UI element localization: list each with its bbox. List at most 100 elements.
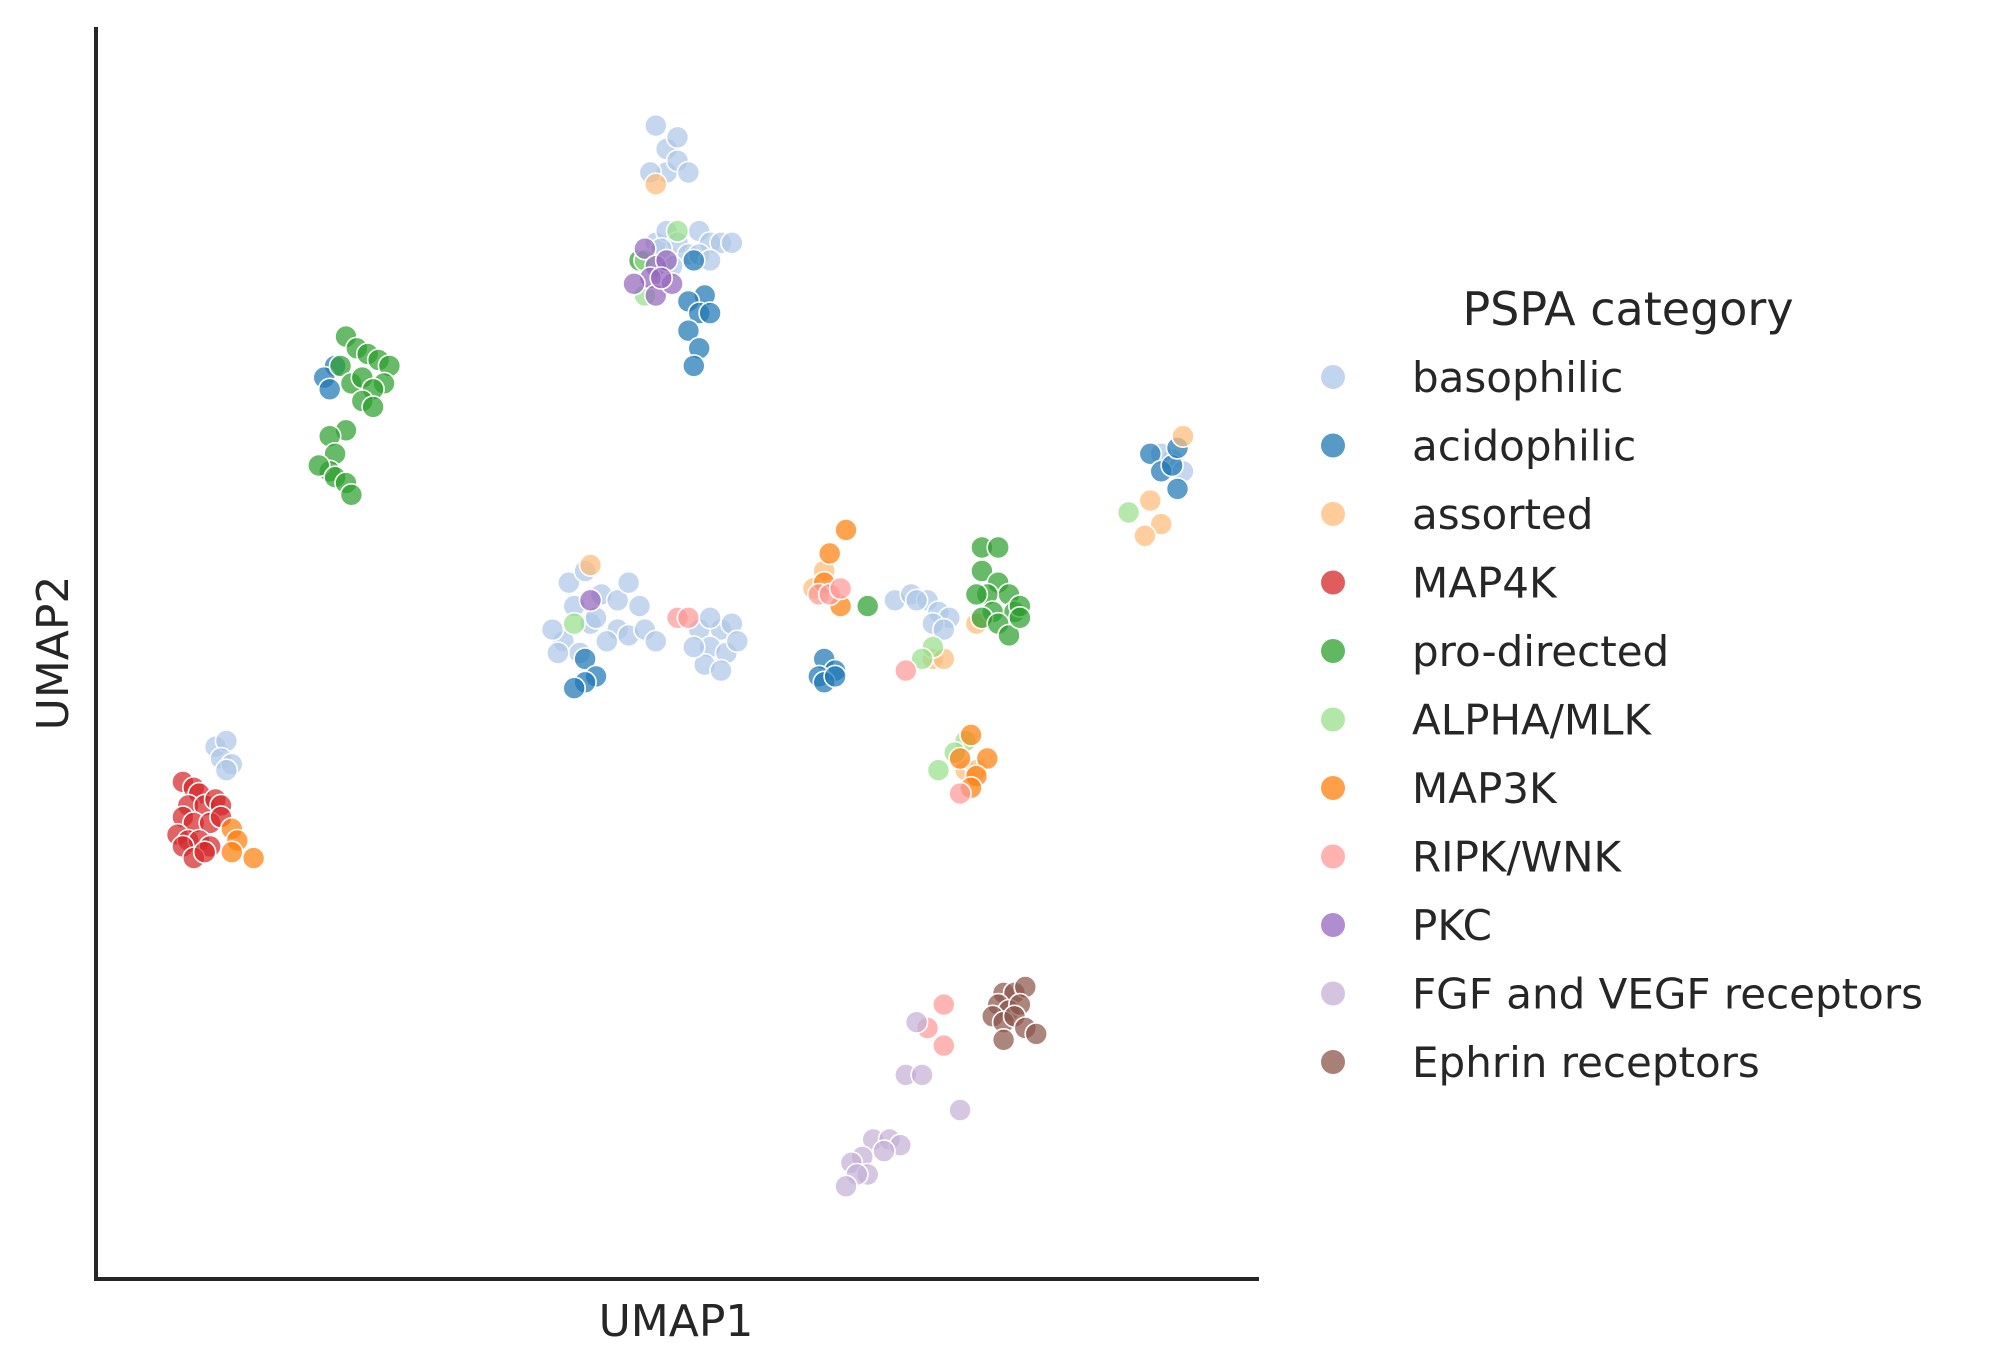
data-point	[959, 723, 983, 747]
data-point	[573, 647, 597, 671]
legend-label: PKC	[1412, 901, 1492, 950]
data-point	[931, 992, 956, 1017]
data-point	[1165, 477, 1190, 501]
data-point	[1171, 424, 1195, 449]
data-point	[817, 541, 842, 566]
legend-marker	[1321, 570, 1345, 595]
legend-title: PSPA category	[1462, 282, 1793, 336]
data-point	[676, 318, 701, 343]
legend-marker	[1321, 1050, 1345, 1074]
data-point	[665, 125, 690, 150]
data-point	[241, 846, 266, 870]
data-point	[948, 746, 972, 771]
data-point	[698, 301, 722, 325]
legend-label: pro-directed	[1412, 627, 1669, 676]
legend-marker	[1321, 639, 1345, 663]
data-point	[1138, 488, 1163, 513]
data-point	[328, 354, 353, 378]
data-point	[556, 570, 581, 595]
legend-label: assorted	[1412, 490, 1593, 539]
series-1	[312, 248, 1190, 701]
data-point	[317, 377, 342, 402]
data-point	[616, 570, 641, 595]
series-6	[220, 518, 1000, 870]
legend-label: basophilic	[1412, 353, 1623, 402]
series-4	[306, 248, 1032, 648]
series-0	[203, 113, 1195, 783]
data-point	[643, 113, 668, 138]
data-point	[562, 676, 587, 701]
series-8	[578, 236, 684, 613]
data-point	[893, 658, 918, 683]
data-point	[605, 588, 630, 613]
data-point	[904, 588, 929, 613]
data-point	[627, 594, 652, 618]
data-point	[709, 658, 733, 683]
data-point	[720, 231, 744, 255]
data-point	[622, 271, 646, 296]
data-point	[948, 781, 972, 806]
data-point	[725, 629, 750, 654]
data-point	[834, 1174, 858, 1199]
data-point	[681, 635, 706, 659]
data-point	[904, 1010, 929, 1035]
data-point	[926, 758, 951, 783]
data-point	[698, 605, 722, 630]
legend-marker	[1321, 981, 1345, 1006]
legend-label: RIPK/WNK	[1412, 833, 1623, 882]
legend-marker	[1321, 365, 1345, 389]
y-axis-label: UMAP2	[28, 576, 79, 731]
data-point	[594, 629, 619, 654]
data-point	[681, 248, 706, 273]
data-point	[1008, 605, 1032, 630]
data-point	[1133, 523, 1157, 548]
data-point	[665, 219, 690, 243]
series-10	[980, 975, 1048, 1052]
data-point	[975, 746, 1000, 771]
data-point	[872, 1139, 896, 1163]
data-point	[339, 482, 364, 507]
data-point	[214, 758, 239, 783]
data-point	[931, 617, 956, 642]
data-point	[633, 236, 657, 261]
series-9	[834, 1010, 972, 1199]
data-point	[855, 594, 880, 618]
data-point	[562, 611, 587, 636]
data-point	[828, 576, 853, 601]
data-point	[1149, 512, 1173, 536]
data-point	[964, 582, 989, 607]
data-point	[823, 664, 847, 689]
data-point	[970, 559, 994, 583]
legend-label: acidophilic	[1412, 422, 1636, 471]
series-3	[165, 770, 233, 870]
data-point	[997, 623, 1021, 648]
data-point	[681, 354, 706, 378]
data-point	[643, 172, 668, 196]
data-point	[643, 629, 668, 654]
points-layer	[165, 113, 1195, 1199]
data-point	[910, 1063, 934, 1087]
legend-marker	[1321, 913, 1345, 937]
data-point	[834, 518, 858, 542]
legend-label: FGF and VEGF receptors	[1412, 970, 1923, 1019]
data-point	[192, 840, 217, 865]
data-point	[546, 641, 570, 665]
x-axis-label: UMAP1	[599, 1296, 754, 1347]
data-point	[220, 840, 244, 865]
data-point	[649, 266, 674, 290]
legend-label: ALPHA/MLK	[1412, 696, 1653, 745]
data-point	[948, 1098, 972, 1122]
legend-marker	[1321, 776, 1345, 800]
data-point	[578, 588, 603, 613]
data-point	[306, 453, 331, 478]
data-point	[931, 1033, 956, 1058]
legend-marker	[1321, 707, 1345, 732]
legend: PSPA category basophilic acidophilic assor…	[1321, 282, 1923, 1087]
legend-marker	[1321, 502, 1345, 526]
series-7	[665, 576, 972, 1058]
data-point	[1116, 500, 1141, 525]
legend-items: basophilic acidophilic assorted MAP4K pro-di…	[1321, 353, 1923, 1087]
data-point	[991, 1028, 1016, 1052]
data-point	[910, 647, 934, 671]
